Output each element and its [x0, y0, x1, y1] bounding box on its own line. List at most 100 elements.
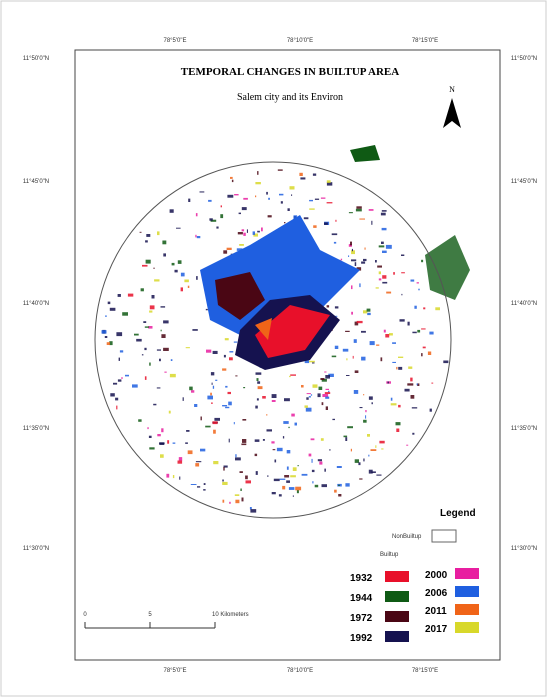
builtup-patch	[121, 377, 122, 379]
builtup-patch	[110, 393, 115, 396]
builtup-patch	[145, 376, 147, 380]
builtup-patch	[287, 450, 291, 453]
builtup-patch	[188, 286, 190, 288]
builtup-patch	[306, 397, 308, 400]
builtup-patch	[280, 479, 286, 480]
builtup-patch	[283, 436, 284, 438]
builtup-patch	[222, 480, 224, 482]
map-title: TEMPORAL CHANGES IN BUILTUP AREA	[181, 66, 399, 78]
builtup-patch	[228, 392, 232, 394]
builtup-patch	[257, 398, 259, 400]
builtup-patch	[239, 213, 241, 215]
builtup-patch	[209, 218, 212, 220]
builtup-patch	[381, 242, 384, 244]
builtup-patch	[214, 418, 220, 421]
builtup-patch	[382, 275, 386, 279]
builtup-patch	[379, 278, 382, 280]
builtup-patch	[163, 320, 169, 323]
legend-label: 1992	[350, 633, 373, 644]
builtup-patch	[332, 356, 337, 358]
builtup-patch	[319, 462, 322, 465]
builtup-patch	[268, 215, 272, 217]
legend-label: 2006	[425, 588, 448, 599]
builtup-patch	[321, 438, 324, 441]
builtup-patch	[240, 471, 243, 473]
builtup-patch	[335, 220, 336, 222]
nonbuiltup-swatch	[432, 530, 456, 542]
builtup-patch	[293, 467, 297, 471]
builtup-patch	[170, 374, 176, 377]
builtup-patch	[235, 375, 237, 376]
builtup-patch	[307, 393, 311, 394]
builtup-patch	[161, 330, 162, 332]
builtup-patch	[408, 367, 412, 369]
builtup-patch	[368, 455, 369, 457]
builtup-patch	[184, 280, 189, 283]
builtup-patch	[313, 174, 316, 176]
builtup-patch	[428, 352, 431, 356]
builtup-patch	[381, 357, 383, 361]
builtup-patch	[382, 210, 387, 212]
builtup-patch	[116, 332, 122, 336]
builtup-patch	[164, 372, 166, 373]
builtup-patch	[102, 330, 107, 333]
builtup-patch	[183, 397, 184, 401]
latitude-label: 11°40'0"N	[23, 301, 49, 307]
builtup-patch	[116, 406, 117, 410]
builtup-patch	[288, 427, 289, 428]
builtup-patch	[405, 389, 410, 392]
builtup-patch	[300, 177, 305, 179]
builtup-patch	[289, 376, 291, 377]
builtup-patch	[297, 490, 299, 493]
legend-swatch	[385, 631, 409, 642]
builtup-patch	[431, 383, 433, 384]
latitude-label: 11°45'0"N	[23, 179, 49, 185]
builtup-patch	[311, 394, 312, 395]
builtup-patch	[338, 485, 340, 486]
builtup-patch	[407, 383, 413, 385]
builtup-patch	[208, 200, 212, 202]
builtup-patch	[281, 201, 283, 203]
builtup-patch	[417, 330, 420, 333]
builtup-patch	[284, 398, 290, 401]
builtup-patch	[274, 479, 280, 481]
builtup-patch	[353, 356, 354, 359]
builtup-patch	[191, 484, 197, 485]
builtup-patch	[179, 477, 180, 480]
builtup-patch	[263, 439, 265, 441]
builtup-patch	[315, 485, 319, 488]
builtup-patch	[357, 321, 363, 323]
builtup-patch	[334, 242, 336, 244]
builtup-patch	[235, 457, 241, 460]
builtup-patch	[282, 486, 285, 490]
builtup-patch	[309, 200, 313, 201]
longitude-label: 78°10'0"E	[287, 668, 313, 674]
builtup-patch	[417, 383, 418, 385]
longitude-label: 78°15'0"E	[412, 668, 438, 674]
builtup-patch	[210, 393, 212, 396]
builtup-patch	[326, 406, 328, 410]
builtup-patch	[240, 489, 241, 492]
builtup-patch	[283, 421, 288, 424]
builtup-patch	[345, 483, 349, 486]
builtup-patch	[275, 460, 277, 463]
builtup-patch	[154, 279, 159, 281]
builtup-patch	[159, 359, 161, 362]
builtup-patch	[257, 378, 259, 381]
builtup-patch	[122, 312, 128, 316]
builtup-patch	[365, 410, 366, 412]
builtup-patch	[267, 429, 273, 431]
builtup-patch	[256, 372, 262, 374]
builtup-patch	[195, 235, 196, 238]
builtup-patch	[272, 394, 277, 398]
builtup-patch	[215, 380, 217, 381]
builtup-patch	[138, 419, 141, 422]
builtup-patch	[163, 348, 169, 351]
builtup-patch	[108, 302, 111, 305]
builtup-patch	[287, 467, 289, 470]
map-page: TEMPORAL CHANGES IN BUILTUP AREA Salem c…	[0, 0, 547, 697]
builtup-patch	[146, 260, 151, 264]
builtup-patch	[369, 396, 373, 399]
builtup-patch	[197, 486, 200, 487]
builtup-label: Builtup	[380, 552, 399, 558]
